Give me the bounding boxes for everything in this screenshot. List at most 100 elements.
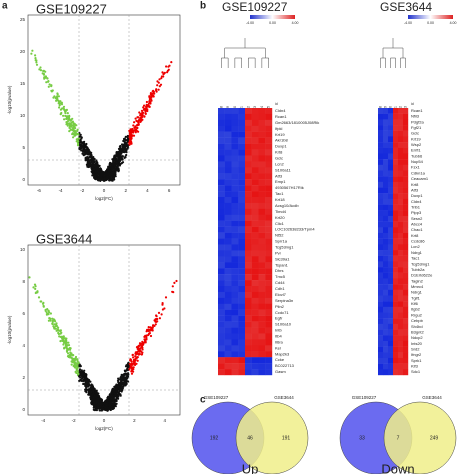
gene-label: Krt8: [411, 182, 419, 187]
volcano-dot: [100, 170, 103, 173]
heatmap-cell: [388, 210, 394, 217]
volcano-dot: [131, 127, 134, 131]
heatmap-cell: [251, 238, 259, 245]
venn-set-label: GSE3644: [422, 395, 442, 400]
volcano-dot: [163, 307, 166, 310]
heatmap-cell: [231, 280, 239, 287]
volcano-dot: [77, 362, 80, 365]
heatmap-cell: [403, 289, 409, 296]
y-tick-label: 4: [22, 343, 25, 348]
gene-label: Krt19: [411, 136, 421, 141]
heatmap-cell: [398, 119, 404, 126]
gene-label: Ndrg1: [411, 290, 423, 295]
volcano-dot: [126, 369, 129, 372]
volcano-dot: [158, 317, 161, 320]
gene-label: Il6ra: [275, 339, 284, 344]
gene-label: Trib1: [411, 204, 421, 209]
heatmap-cell: [265, 286, 273, 293]
heatmap-cell: [224, 280, 232, 287]
volcano-dot: [61, 107, 64, 110]
volcano-dot: [155, 318, 158, 321]
volcano-dot: [83, 372, 86, 375]
heatmap-cell: [238, 303, 246, 310]
heatmap-cell: [265, 214, 273, 221]
heatmap-cell: [231, 333, 239, 340]
volcano-dot: [124, 135, 127, 138]
heatmap-cell: [245, 363, 252, 370]
volcano-dot: [119, 153, 122, 156]
heatmap-cell: [378, 125, 384, 131]
gene-label: Chac1: [411, 227, 423, 232]
heatmap-cell: [218, 369, 225, 376]
volcano-dot: [82, 144, 85, 147]
heatmap-cell: [245, 202, 252, 210]
volcano-dot: [114, 402, 117, 406]
volcano-dot: [84, 388, 87, 392]
heatmap-cell: [251, 137, 259, 144]
volcano-dot: [139, 114, 143, 117]
heatmap-cell: [393, 318, 399, 325]
volcano-dot: [47, 85, 50, 88]
heatmap-cell: [388, 142, 394, 148]
heatmap-cell: [251, 286, 259, 293]
volcano-dot: [145, 334, 148, 337]
y-axis-label: -log10(pvalue): [7, 315, 12, 344]
volcano-dot: [171, 290, 174, 293]
volcano-dot: [85, 382, 88, 385]
volcano-dot: [114, 394, 118, 397]
volcano-dot: [38, 68, 41, 71]
volcano-dot: [121, 143, 124, 146]
venn-set-label: GSE109227: [204, 395, 229, 400]
volcano-dot: [114, 398, 117, 401]
heatmap-cell: [383, 204, 389, 211]
volcano-dot: [131, 366, 134, 369]
heatmap-cell: [218, 208, 225, 215]
venn-count: 192: [210, 435, 219, 441]
heatmap-cell: [393, 221, 399, 228]
gene-label: Pvr: [275, 250, 282, 255]
volcano-dot: [76, 144, 80, 147]
volcano-dot: [110, 407, 113, 410]
heatmap-cell: [224, 220, 232, 227]
heatmap-cell: [388, 323, 394, 330]
heatmap-cell: [258, 339, 266, 346]
volcano-dot: [124, 138, 127, 141]
volcano-dot: [134, 125, 137, 129]
heatmap-cell: [398, 181, 404, 188]
heatmap-cell: [231, 226, 239, 233]
heatmap-cell: [393, 284, 399, 290]
volcano-dot: [132, 131, 135, 134]
volcano-dot: [71, 354, 74, 357]
heatmap-cell: [393, 215, 399, 222]
x-axis-label: log2(FC): [95, 426, 113, 431]
volcano-dot: [93, 409, 96, 412]
heatmap-cell: [251, 268, 259, 275]
heatmap-cell: [398, 210, 404, 217]
heatmap-cell: [383, 329, 389, 336]
heatmap-cell: [258, 226, 266, 233]
y-tick-label: 6: [22, 311, 25, 316]
heatmap-cell: [383, 250, 389, 256]
heatmap-cell: [218, 161, 225, 168]
heatmap-cell: [245, 250, 252, 257]
heatmap-cell: [403, 170, 409, 177]
heatmap-cell: [238, 268, 246, 275]
heatmap-cell: [393, 357, 399, 364]
gene-label: Duxp1: [275, 144, 287, 149]
heatmap-cell: [231, 220, 239, 227]
heatmap-cell: [393, 301, 399, 308]
heatmap-cell: [398, 357, 404, 364]
volcano-dot: [133, 121, 136, 124]
volcano-dot: [79, 139, 82, 143]
heatmap-cell: [231, 369, 239, 376]
volcano-dot: [143, 341, 146, 344]
heatmap-cell: [231, 119, 239, 126]
heatmap-cell: [218, 315, 225, 322]
volcano-dot: [156, 80, 159, 83]
heatmap-cell: [388, 272, 394, 279]
volcano-dot: [167, 68, 170, 71]
heatmap-cell: [218, 232, 225, 239]
volcano-dot: [61, 339, 64, 342]
x-tick-label: 2: [124, 188, 127, 193]
volcano-dot: [149, 92, 152, 95]
